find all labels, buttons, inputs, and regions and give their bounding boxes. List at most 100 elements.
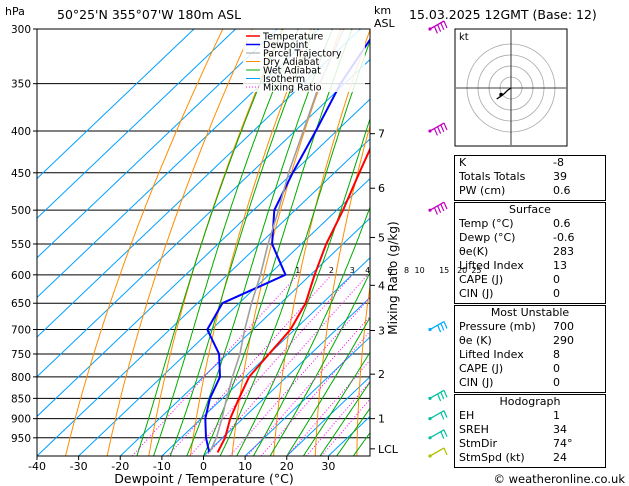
pressure-tick-label: 400 xyxy=(11,126,31,138)
wind-barb-flag xyxy=(437,24,442,32)
legend-box xyxy=(243,30,365,92)
wind-barb-flag xyxy=(440,124,445,133)
temperature-tick-label: -40 xyxy=(28,460,46,473)
surface-panel: Surface Temp (°C) 0.6 Dewp (°C) -0.6 θe(K)… xyxy=(454,202,606,304)
hodograph-row: SREH 34 xyxy=(459,423,567,436)
datetime-title: 15.03.2025 12GMT (Base: 12) xyxy=(409,7,597,22)
index-row-totals: Totals Totals 39 xyxy=(459,170,567,183)
credit: © weatheronline.co.uk xyxy=(493,472,625,486)
hodograph: kt xyxy=(454,28,568,147)
wet-adiabat-line xyxy=(169,29,316,456)
temperature-tick-label: 0 xyxy=(200,460,207,473)
wind-barb-flag xyxy=(437,324,442,333)
pressure-tick-label: 650 xyxy=(11,298,31,310)
temperature-tick-label: -10 xyxy=(153,460,171,473)
altitude-tick-label: 3 xyxy=(378,325,385,338)
dry-adiabat-line xyxy=(231,29,342,456)
wind-barb-flag xyxy=(440,203,445,212)
altitude-tick-label: 4 xyxy=(378,279,385,292)
isotherm-line xyxy=(37,138,370,456)
wind-barb-flag xyxy=(443,390,448,398)
wind-barb-staff xyxy=(429,201,445,211)
mixing-ratio-line xyxy=(131,274,299,456)
legend-label: Dewpoint xyxy=(263,40,308,51)
hodograph-title: Hodograph xyxy=(499,395,561,408)
hodograph-row: StmDir 74° xyxy=(459,437,573,450)
isotherm-line xyxy=(286,376,370,456)
hodograph-trace xyxy=(496,87,512,100)
isotherm-line xyxy=(37,29,320,299)
legend-label: Temperature xyxy=(262,32,323,43)
dry-adiabat-line xyxy=(398,29,459,456)
mixing-ratio-tick-label: 15 xyxy=(439,266,449,275)
isotherm-line xyxy=(37,29,236,219)
wind-barbs xyxy=(428,20,448,458)
altitude-tick-label: 2 xyxy=(378,368,385,381)
isotherm-line xyxy=(78,177,370,456)
altitude-tick-label: LCL xyxy=(378,443,399,456)
surface-row: Dewp (°C) -0.6 xyxy=(459,231,575,244)
mixing-ratio-tick-label: 3 xyxy=(350,266,355,275)
pressure-axis: 300 350 400 450 500 550 600 650 700 750 800 850 900 9… xyxy=(11,24,37,445)
mixing-ratio-axis-label: Mixing Ratio (g/kg) xyxy=(386,221,400,334)
wind-barb-flag xyxy=(443,447,448,456)
wind-barb-flag xyxy=(437,205,442,214)
mixing-ratio-line xyxy=(229,296,370,456)
wind-barb-staff xyxy=(429,389,445,399)
wind-barb-flag xyxy=(440,323,445,331)
pressure-tick-label: 600 xyxy=(11,270,31,282)
series-temperature xyxy=(216,146,370,453)
pressure-tick-label: 550 xyxy=(11,239,31,251)
surface-title: Surface xyxy=(509,203,551,216)
temperature-tick-label: 10 xyxy=(238,460,252,473)
surface-row: Lifted Index 13 xyxy=(459,259,567,272)
location-title: 50°25'N 355°07'W 180m ASL xyxy=(57,7,241,22)
wind-barb-staff xyxy=(429,122,445,132)
mixing-ratio-tick-label: 20 xyxy=(457,266,467,275)
mixing-ratio-tick-label: 8 xyxy=(404,266,409,275)
hodograph-panel: Hodograph EH 1 SREH 34 StmDir 74° StmSpd (k… xyxy=(454,394,606,468)
most-unstable-row: θe (K) 290 xyxy=(459,334,574,347)
dry-adiabat-line xyxy=(356,282,370,456)
surface-row: CAPE (J) 0 xyxy=(459,273,560,286)
indices-panel: K -8 Totals Totals 39 PW (cm) 0.6 xyxy=(454,155,606,201)
mixing-ratio-tick-label: 25 xyxy=(471,266,481,275)
series-dewpoint xyxy=(204,37,370,453)
isotherm-line xyxy=(37,29,278,259)
asl-label: ASL xyxy=(374,17,396,30)
hodograph-row: StmSpd (kt) 24 xyxy=(459,451,567,464)
dry-adiabat-line xyxy=(106,29,253,456)
altitude-tick-label: 5 xyxy=(378,231,385,244)
wet-adiabat-line xyxy=(286,316,370,456)
wet-adiabat-line xyxy=(269,271,370,456)
most-unstable-title: Most Unstable xyxy=(490,306,570,319)
mixing-ratio-tick-label: 1 xyxy=(295,266,300,275)
pressure-tick-label: 800 xyxy=(11,372,31,384)
wind-barb-flag xyxy=(443,201,448,210)
isotherm-line xyxy=(203,296,370,456)
wet-adiabat-line xyxy=(252,205,370,456)
mixing-ratio-tick-label: 4 xyxy=(365,266,370,275)
wet-adiabat-line xyxy=(319,381,370,456)
pressure-tick-label: 450 xyxy=(11,168,31,180)
mixing-ratio-line xyxy=(246,315,370,456)
altitude-tick-label: 6 xyxy=(378,182,385,195)
wind-barb-flag xyxy=(443,410,448,418)
wind-barb-flag xyxy=(440,22,445,31)
wet-adiabat-line xyxy=(236,117,370,456)
altitude-tick-label: 1 xyxy=(378,413,385,426)
pressure-tick-label: 500 xyxy=(11,205,31,217)
isotherm-line xyxy=(244,336,370,456)
mixing-ratio-tick-label: 10 xyxy=(415,266,425,275)
temperature-tick-label: -20 xyxy=(111,460,129,473)
wet-adiabat-line xyxy=(136,29,284,456)
mixing-ratio-tick-label: 2 xyxy=(329,266,334,275)
altitude-tick-label: 7 xyxy=(378,128,385,141)
mixing-ratio-line xyxy=(306,380,370,456)
pressure-tick-label: 350 xyxy=(11,79,31,91)
dry-adiabat-line xyxy=(148,29,283,456)
legend-label: Isotherm xyxy=(263,74,305,85)
wet-adiabat-line xyxy=(203,29,353,456)
